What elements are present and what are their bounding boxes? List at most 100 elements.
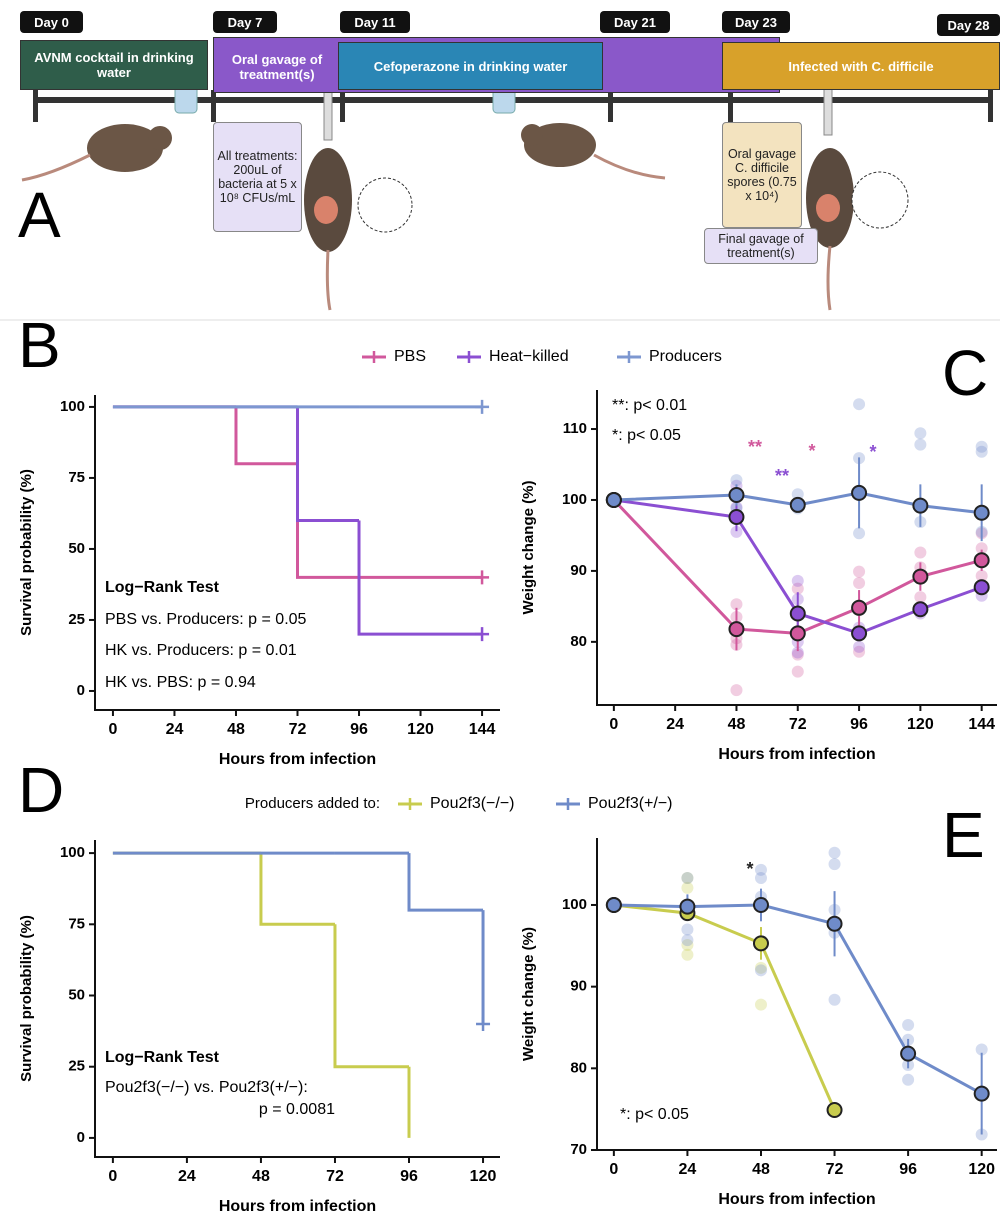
timeline-tick [340,90,345,122]
day-label: Day 28 [937,14,1000,36]
mouse-gut [314,196,338,224]
individual-point [975,445,988,458]
day-label: Day 21 [600,11,670,33]
individual-point [828,858,841,871]
x-tick-label: 72 [326,1168,344,1185]
individual-point [681,948,694,961]
mean-marker [728,487,745,503]
annotation: *: p< 0.05 [612,427,681,444]
y-tick-label: 100 [60,398,85,415]
mean-marker [851,484,868,501]
x-tick-label: 0 [108,721,117,738]
mean-marker [679,898,696,915]
mouse [21,124,172,182]
mean-marker [912,601,929,618]
day-label: Day 23 [722,11,790,33]
legend-label: Producers [649,348,722,365]
mouse-head [521,124,543,146]
individual-point [681,872,694,885]
individual-point [681,934,694,947]
individual-point [754,961,767,974]
mouse-head [148,126,172,150]
series-line [613,903,983,1095]
individual-point [754,998,767,1011]
individual-point [914,591,927,604]
x-tick-label: 120 [907,716,934,733]
x-tick-label: 120 [407,721,434,738]
panel-label: A [18,179,61,251]
phase-bar: Infected with C. difficile [722,42,1000,90]
panel-label: D [18,754,64,826]
mean-marker [826,1101,843,1118]
legend-label: PBS [394,348,426,365]
x-axis-title: Hours from infection [219,751,376,768]
annotation-title: Log−Rank Test [105,1049,220,1066]
individual-point [828,993,841,1006]
y-tick-label: 75 [68,469,85,486]
legend-label: Heat−killed [489,348,569,365]
y-axis-title: Weight change (%) [520,927,537,1061]
x-tick-label: 144 [469,721,496,738]
individual-point [791,488,804,501]
legend-label: Pou2f3(−/−) [430,795,515,812]
x-tick-label: 24 [178,1168,196,1185]
y-tick-label: 25 [68,1058,85,1075]
individual-point [791,648,804,661]
axis-line [94,395,500,711]
survival-step [407,853,484,912]
annotation: p = 0.0081 [259,1101,335,1118]
y-tick-label: 70 [570,1141,587,1158]
y-axis-title: Weight change (%) [520,481,537,615]
mean-marker [789,605,806,622]
individual-point [975,569,988,582]
axis-line [596,838,997,1151]
y-tick-label: 25 [68,611,85,628]
mean-marker [851,625,868,642]
individual-point [791,665,804,678]
mean-marker [752,935,769,952]
individual-point [853,576,866,589]
phase-bar: AVNM cocktail in drinking water [20,40,208,90]
x-tick-label: 0 [609,1161,618,1178]
bacteria-inset [851,171,909,229]
series-line [613,491,982,515]
significance-star: * [808,441,815,461]
x-tick-label: 0 [609,716,618,733]
survival-step [333,924,410,1069]
x-axis-title: Hours from infection [219,1198,376,1214]
significance-star: * [746,859,753,879]
individual-point [853,398,866,411]
mean-marker [728,621,745,638]
survival-step [234,406,298,466]
individual-point [791,574,804,587]
mean-marker [973,1085,990,1102]
individual-point [791,646,804,659]
mouse-tail [826,245,832,311]
timeline-tick [608,90,613,122]
survival-step [357,520,483,636]
individual-point [975,440,988,453]
x-tick-label: 96 [850,716,868,733]
y-tick-label: 100 [60,844,85,861]
x-tick-label: 48 [728,716,746,733]
day-label: Day 0 [20,11,83,33]
individual-point [730,684,743,697]
timeline-tick [728,90,733,122]
individual-point [853,645,866,658]
y-axis-title: Survival probability (%) [18,915,35,1082]
mean-marker [912,568,929,585]
individual-point [730,525,743,538]
y-axis-title: Survival probability (%) [18,469,35,636]
individual-point [975,1043,988,1056]
syringe [323,84,333,141]
day-label: Day 11 [340,11,410,33]
x-tick-label: 96 [350,721,368,738]
y-tick-label: 0 [77,682,85,699]
y-tick-label: 0 [77,1129,85,1146]
individual-point [754,863,767,876]
y-tick-label: 50 [68,986,85,1003]
individual-point [681,938,694,951]
x-tick-label: 24 [666,716,684,733]
mean-marker [973,552,990,569]
